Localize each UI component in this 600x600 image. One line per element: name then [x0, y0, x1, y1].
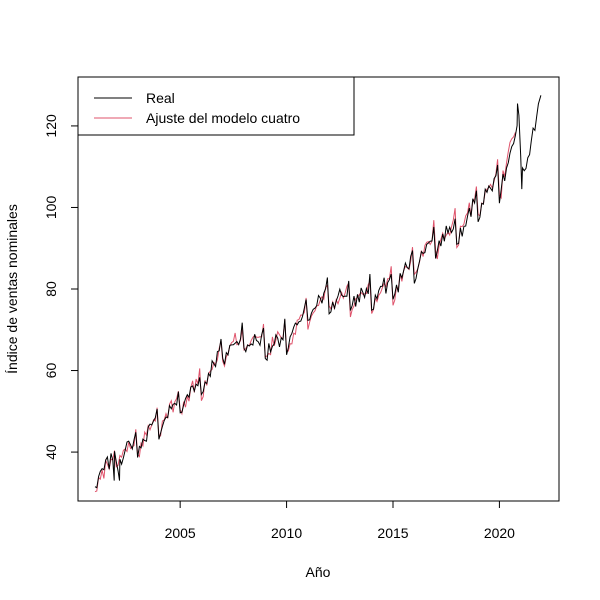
legend: Real Ajuste del modelo cuatro — [77, 76, 355, 136]
series-layer — [94, 95, 542, 493]
plot-frame — [77, 76, 560, 502]
legend-label-fit: Ajuste del modelo cuatro — [146, 110, 300, 126]
x-tick-label: 2010 — [271, 525, 302, 541]
y-tick-label: 80 — [43, 281, 59, 297]
y-tick-label: 120 — [43, 114, 59, 138]
series-line-real — [94, 95, 542, 489]
x-tick-label: 2020 — [484, 525, 515, 541]
y-tick-label: 60 — [43, 363, 59, 379]
y-axis-label: Índice de ventas nominales — [4, 204, 20, 374]
x-axis-label: Año — [306, 564, 331, 580]
x-tick-label: 2005 — [165, 525, 196, 541]
y-tick-label: 40 — [43, 444, 59, 460]
x-tick-label: 2015 — [377, 525, 408, 541]
legend-label-real: Real — [146, 90, 175, 106]
y-axis: 40 60 80 100 120 — [43, 114, 79, 460]
series-line-fit — [94, 132, 516, 493]
legend-box — [77, 76, 355, 136]
y-tick-label: 100 — [43, 196, 59, 220]
x-axis: 2005 2010 2015 2020 — [165, 500, 515, 541]
